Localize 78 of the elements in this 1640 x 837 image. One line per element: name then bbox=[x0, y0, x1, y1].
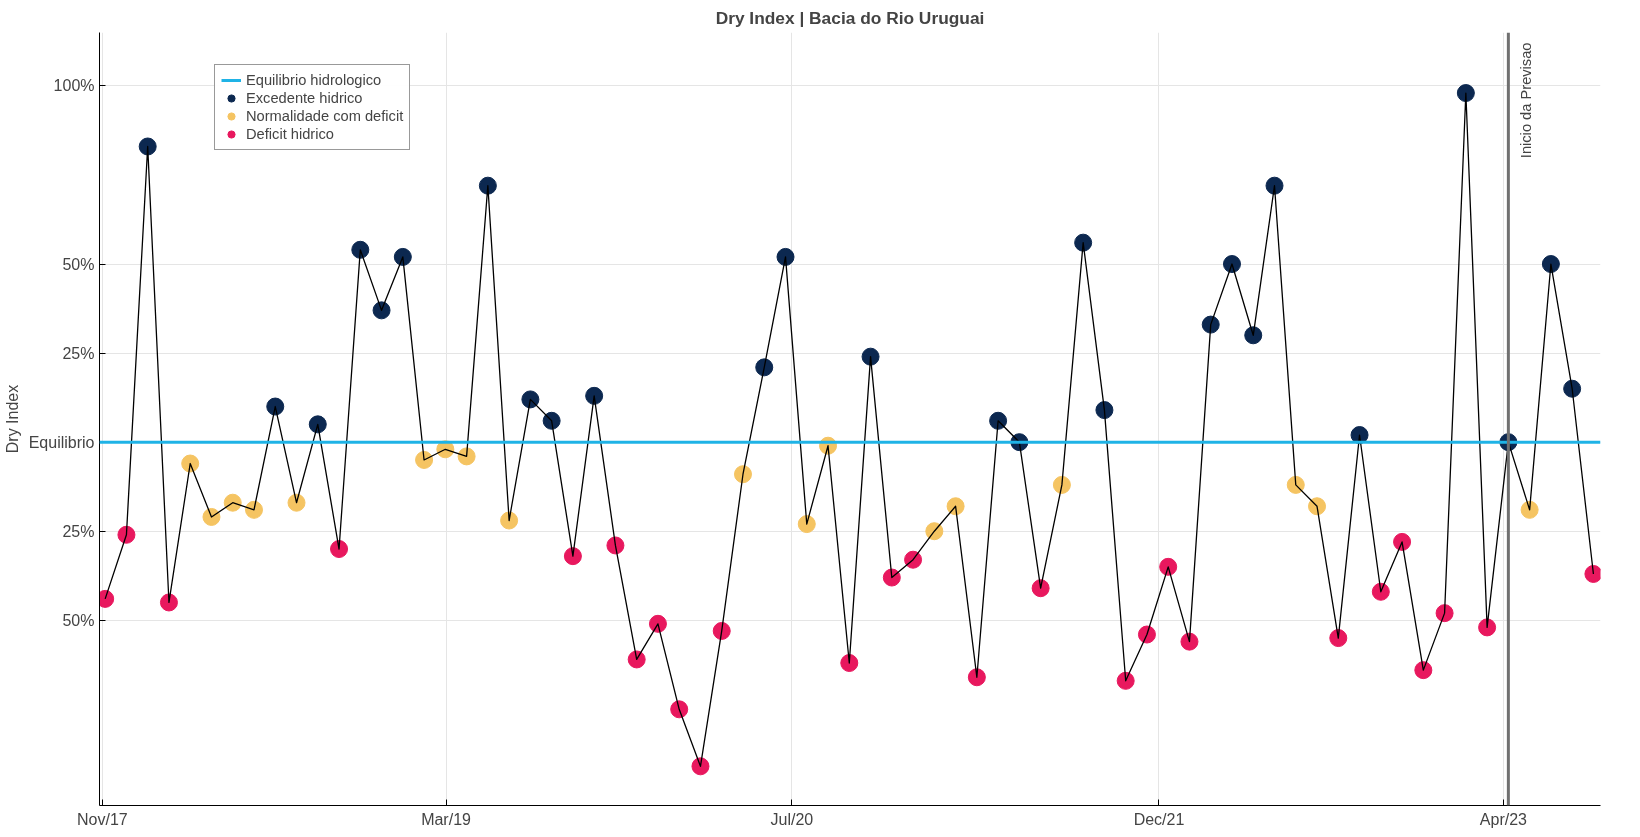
ref-line-label: Inicio da Previsao bbox=[1518, 42, 1535, 159]
point bbox=[776, 247, 795, 266]
x-tick-label: Nov/17 bbox=[76, 810, 128, 828]
point bbox=[1308, 497, 1327, 516]
point bbox=[1584, 564, 1601, 583]
point bbox=[1137, 625, 1156, 644]
point bbox=[648, 614, 667, 633]
point bbox=[1478, 618, 1497, 637]
point bbox=[797, 515, 816, 534]
y-tick-label: 100% bbox=[53, 77, 95, 95]
point bbox=[882, 568, 901, 587]
point bbox=[1414, 661, 1433, 680]
point bbox=[266, 397, 285, 416]
point bbox=[925, 522, 944, 541]
point bbox=[1456, 84, 1475, 103]
point bbox=[967, 668, 986, 687]
point bbox=[670, 700, 689, 719]
point bbox=[372, 301, 391, 320]
x-tick-label: Apr/23 bbox=[1479, 810, 1528, 828]
legend-label: Deficit hidrico bbox=[246, 125, 334, 143]
y-tick-label: 50% bbox=[62, 255, 95, 273]
y-tick-label: 50% bbox=[62, 611, 95, 629]
point bbox=[1031, 579, 1050, 598]
point bbox=[351, 240, 370, 259]
point bbox=[861, 347, 880, 366]
point bbox=[1520, 500, 1539, 519]
point bbox=[1180, 632, 1199, 651]
y-axis-title: Dry Index bbox=[3, 384, 21, 454]
point bbox=[138, 137, 157, 156]
point bbox=[159, 593, 178, 612]
point bbox=[946, 497, 965, 516]
point bbox=[1222, 255, 1241, 274]
point bbox=[1393, 532, 1412, 551]
point bbox=[1074, 233, 1093, 252]
point bbox=[181, 454, 200, 473]
y-tick-label: Equilibrio bbox=[28, 433, 95, 451]
point bbox=[1329, 629, 1348, 648]
point bbox=[1541, 255, 1560, 274]
y-tick-label: 25% bbox=[62, 344, 95, 362]
y-tick-label: 25% bbox=[62, 522, 95, 540]
point bbox=[1371, 582, 1390, 601]
point bbox=[330, 540, 349, 558]
point bbox=[244, 500, 263, 519]
point bbox=[1435, 604, 1454, 623]
x-tick-label: Jul/20 bbox=[770, 810, 814, 828]
point bbox=[287, 493, 306, 512]
point bbox=[223, 493, 242, 512]
point bbox=[904, 550, 923, 569]
point bbox=[393, 247, 412, 266]
point bbox=[478, 176, 497, 195]
point bbox=[308, 415, 327, 434]
legend-label: Equilibrio hidrologico bbox=[246, 71, 382, 89]
point bbox=[989, 411, 1008, 430]
point bbox=[500, 511, 519, 530]
point bbox=[521, 390, 540, 409]
point bbox=[606, 536, 625, 555]
point bbox=[840, 654, 859, 672]
point bbox=[712, 621, 731, 640]
point bbox=[1159, 557, 1178, 576]
point bbox=[585, 386, 604, 405]
point bbox=[1052, 475, 1071, 494]
point bbox=[691, 757, 710, 776]
point bbox=[1244, 326, 1263, 345]
point bbox=[627, 650, 646, 669]
point bbox=[415, 450, 434, 469]
legend-label: Excedente hidrico bbox=[246, 89, 363, 107]
x-tick-label: Dec/21 bbox=[1133, 810, 1185, 828]
point bbox=[1201, 315, 1220, 334]
point bbox=[1095, 401, 1114, 420]
x-tick-label: Mar/19 bbox=[421, 810, 472, 828]
point bbox=[117, 525, 136, 544]
point bbox=[1286, 475, 1305, 494]
point bbox=[755, 358, 774, 377]
chart-title: Dry Index | Bacia do Rio Uruguai bbox=[715, 7, 985, 28]
point bbox=[563, 547, 582, 566]
point bbox=[1116, 671, 1135, 690]
point bbox=[1265, 176, 1284, 195]
legend-label: Normalidade com deficit bbox=[246, 107, 404, 125]
